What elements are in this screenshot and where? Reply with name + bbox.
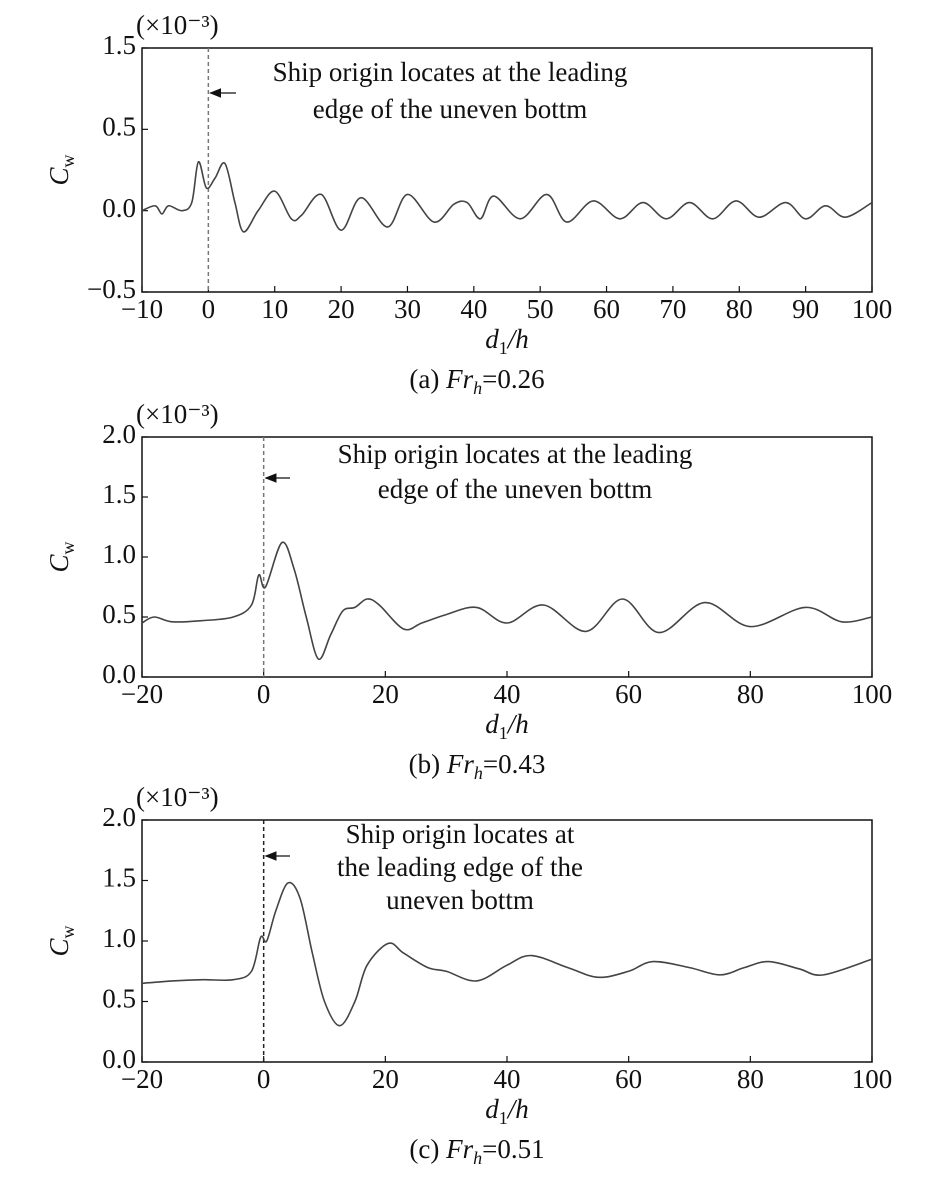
x-tick-label: 20 [328,294,355,324]
y-tick-label: 0.5 [102,599,136,629]
y-tick-label: 0.5 [102,984,136,1014]
x-tick-label: 70 [659,294,686,324]
caption-prefix: (b) [409,749,447,779]
x-tick-label: 10 [261,294,288,324]
y-unit: (×10⁻³) [136,399,219,429]
caption-sub: h [473,1148,482,1168]
y-unit: (×10⁻³) [136,782,219,812]
y-label-main: C [44,554,74,573]
x-label-sub: 1 [499,1108,508,1128]
y-axis-label: Cw [44,541,78,572]
x-tick-label: 80 [726,294,753,324]
caption-sub: h [474,763,483,783]
x-tick-label: 100 [852,294,893,324]
x-axis-label: d1/h [485,709,529,743]
annotation: Ship origin locates at the leading [273,57,628,87]
annotation: Ship origin locates at the leading [338,439,693,469]
x-label-main: d [485,709,499,739]
y-tick-label: 0.0 [102,659,136,689]
y-axis-label: Cw [44,154,78,185]
annotation: the leading edge of the [337,852,583,882]
x-tick-label: 40 [460,294,487,324]
y-label-main: C [44,167,74,186]
caption: (a) Frh=0.26 [409,364,544,398]
caption-var: Fr [446,749,474,779]
x-axis-label: d1/h [485,324,529,358]
x-tick-label: 20 [372,1064,399,1094]
x-tick-label: −20 [121,679,163,709]
x-tick-label: 20 [372,679,399,709]
caption: (b) Frh=0.43 [409,749,546,783]
x-tick-label: 100 [852,679,893,709]
caption-var: Fr [445,364,473,394]
annotation: Ship origin locates at [346,819,575,849]
x-tick-label: 40 [494,679,521,709]
x-label-sub: 1 [499,723,508,743]
y-label-sub: w [58,541,78,554]
x-tick-label: 0 [257,679,271,709]
x-tick-label: −10 [121,294,163,324]
x-tick-label: −20 [121,1064,163,1094]
x-tick-label: 80 [737,1064,764,1094]
x-label-sub: 1 [499,338,508,358]
y-axis-label: Cw [44,925,78,956]
y-label-main: C [44,938,74,957]
data-line [141,881,873,1027]
x-label-rest: /h [506,324,529,354]
x-label-main: d [485,324,499,354]
caption-value: =0.43 [483,749,545,779]
caption-prefix: (a) [409,364,446,394]
caption-sub: h [473,378,482,398]
y-tick-label: 2.0 [102,419,136,449]
y-tick-label: 1.0 [102,923,136,953]
y-tick-label: 1.5 [102,30,136,60]
x-label-rest: /h [506,709,529,739]
y-tick-label: 1.0 [102,539,136,569]
x-tick-label: 50 [527,294,554,324]
y-tick-label: −0.5 [87,274,136,304]
y-tick-label: 2.0 [102,802,136,832]
plot-frame [141,47,873,293]
y-label-sub: w [58,154,78,167]
caption-value: =0.26 [482,364,544,394]
x-tick-label: 40 [494,1064,521,1094]
plot-frame [141,436,873,678]
x-tick-label: 60 [593,294,620,324]
y-tick-label: 0.0 [102,193,136,223]
x-label-rest: /h [506,1094,529,1124]
annotation: edge of the uneven bottm [378,474,652,504]
y-tick-label: 0.5 [102,112,136,142]
x-tick-label: 0 [202,294,216,324]
y-tick-label: 0.0 [102,1044,136,1074]
x-tick-label: 80 [737,679,764,709]
x-label-main: d [485,1094,499,1124]
x-tick-label: 60 [615,679,642,709]
annotation: uneven bottm [386,885,534,915]
y-label-sub: w [58,925,78,938]
x-tick-label: 0 [257,1064,271,1094]
y-tick-label: 1.5 [102,863,136,893]
x-tick-label: 90 [792,294,819,324]
y-tick-label: 1.5 [102,479,136,509]
data-line [141,161,873,233]
annotation: edge of the uneven bottm [313,94,587,124]
caption-prefix: (c) [409,1134,446,1164]
x-axis-label: d1/h [485,1094,529,1128]
x-tick-label: 100 [852,1064,893,1094]
data-line [141,541,873,660]
y-unit: (×10⁻³) [136,10,219,40]
caption-var: Fr [445,1134,473,1164]
x-tick-label: 60 [615,1064,642,1094]
x-tick-label: 30 [394,294,421,324]
caption: (c) Frh=0.51 [409,1134,544,1168]
caption-value: =0.51 [482,1134,544,1164]
